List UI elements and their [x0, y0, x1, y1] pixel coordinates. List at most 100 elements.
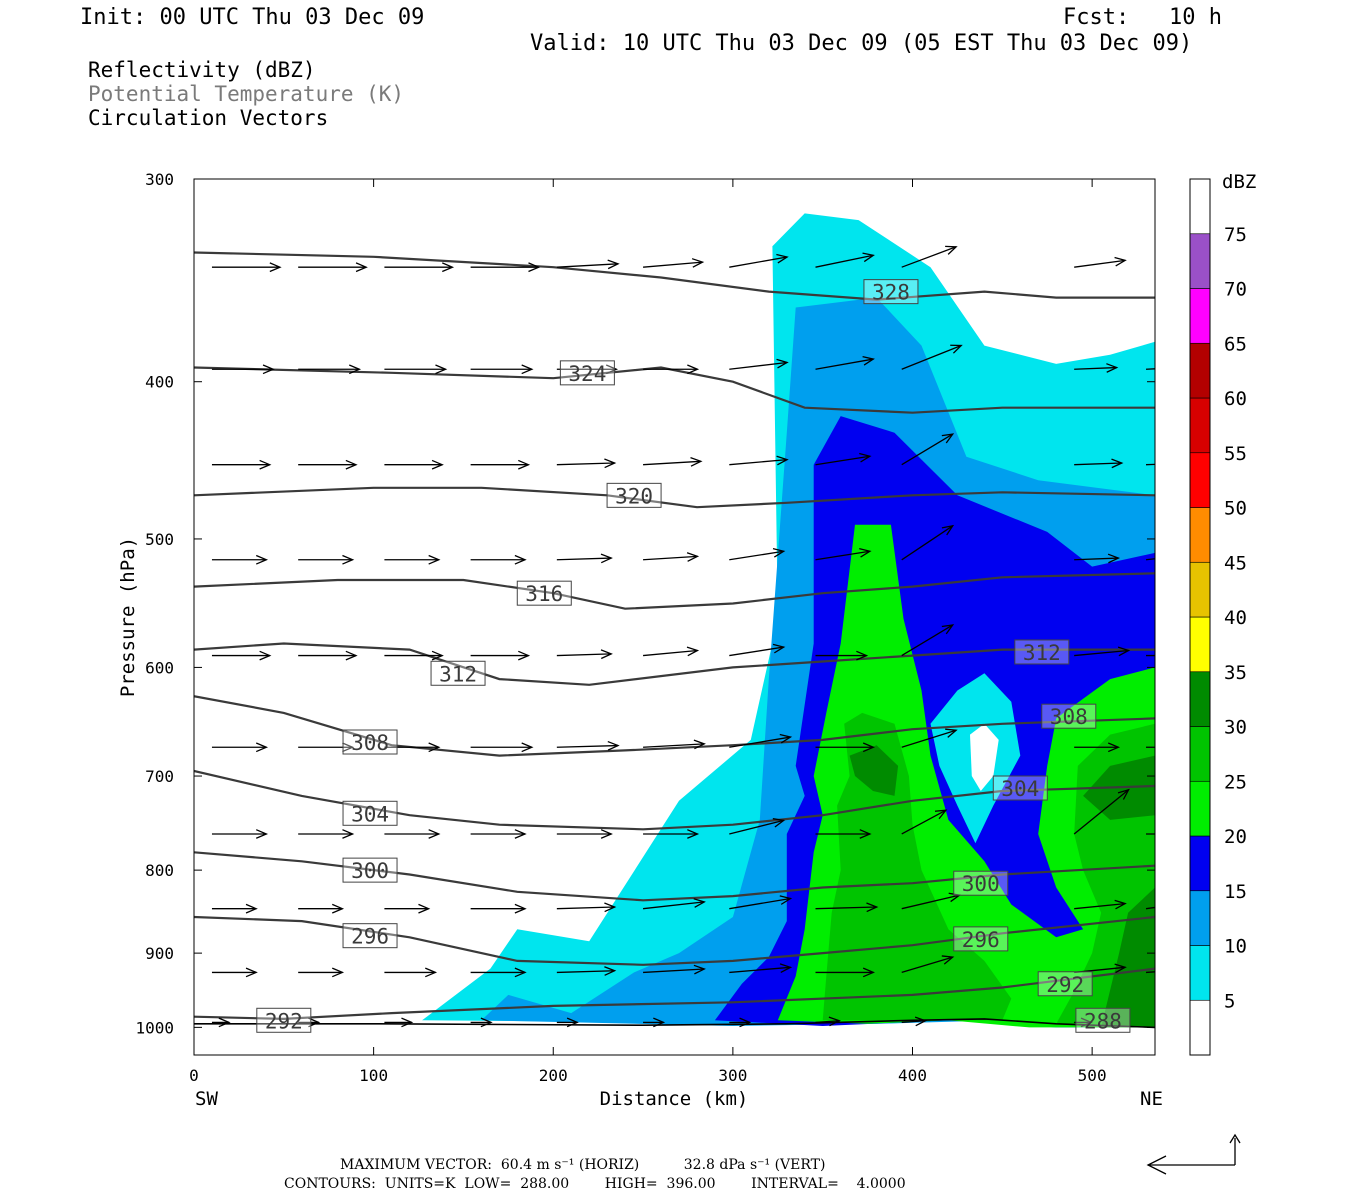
circulation-vector: [298, 459, 358, 470]
circulation-vector: [384, 903, 431, 914]
isentrope-label: 300: [962, 872, 1000, 896]
circulation-vector: [384, 554, 441, 565]
circulation-vector: [470, 554, 527, 565]
isentrope-308k: [194, 695, 1155, 757]
circulation-vector: [470, 364, 534, 375]
circulation-vector: [384, 650, 444, 661]
circulation-vector: [470, 262, 541, 273]
circulation-vector: [729, 895, 793, 910]
colorbar-segment: [1189, 616, 1211, 673]
colorbar-segment: [1189, 561, 1211, 618]
circulation-vector: [815, 967, 875, 978]
y-tick-label: 900: [145, 944, 174, 963]
circulation-vector: [901, 245, 958, 268]
circulation-vector: [1146, 746, 1155, 748]
y-tick-label: 600: [145, 658, 174, 677]
circulation-vector: [556, 553, 613, 564]
plot-frame: [193, 178, 1156, 1056]
circulation-vector: [556, 649, 613, 660]
circulation-vector: [298, 364, 362, 375]
circulation-vector: [470, 742, 534, 753]
x-tick-label: 400: [898, 1066, 927, 1085]
circulation-vector: [901, 624, 955, 657]
isentrope-label-box: [1037, 971, 1093, 997]
isentrope-label: 312: [1023, 641, 1061, 665]
circulation-vector: [1074, 1017, 1093, 1028]
circulation-vector: [211, 459, 272, 470]
isentrope-label-box: [342, 923, 398, 949]
colorbar-segment: [1189, 507, 1211, 563]
circulation-vector: [211, 364, 275, 375]
circulation-vector: [298, 262, 368, 273]
isentrope-label: 296: [351, 925, 389, 949]
x-end-label-left: SW: [195, 1088, 218, 1110]
colorbar-segment: [1189, 397, 1211, 454]
circulation-vector: [384, 742, 441, 753]
circulation-vector: [470, 1017, 493, 1028]
isentrope-324k: [194, 366, 1155, 414]
colorbar-segment: [1189, 945, 1211, 1001]
circulation-vector: [729, 547, 786, 561]
colorbar-label: 65: [1224, 333, 1247, 355]
circulation-vector: [384, 1017, 414, 1028]
isentrope-label-box: [342, 729, 398, 755]
isentrope-328k: [194, 251, 1155, 301]
colorbar-label: 40: [1224, 607, 1247, 629]
circulation-vector: [1145, 558, 1155, 561]
circulation-vector: [298, 829, 355, 839]
circulation-vector: [1074, 899, 1127, 910]
circulation-vector: [815, 547, 872, 561]
colorbar-label: 15: [1224, 881, 1247, 903]
circulation-vector: [211, 742, 269, 753]
circulation-vector: [729, 733, 793, 748]
circulation-vector: [211, 829, 269, 839]
circulation-vector: [729, 358, 789, 370]
circulation-vector: [470, 650, 531, 661]
circulation-vector: [729, 1017, 752, 1028]
circulation-vector: [298, 650, 358, 661]
isentrope-label: 304: [1001, 777, 1039, 801]
colorbar-segment: [1189, 671, 1211, 727]
circulation-vector: [1074, 363, 1119, 373]
isentrope-label: 324: [568, 362, 606, 386]
isentrope-292k: [194, 967, 1155, 1021]
isentrope-label-box: [606, 482, 662, 508]
circulation-vector: [901, 809, 948, 835]
colorbar-segment: [1189, 835, 1211, 892]
isentrope-label-box: [559, 360, 615, 386]
circulation-vector: [901, 433, 955, 466]
circulation-vector: [1073, 788, 1130, 835]
isentrope-label-box: [430, 660, 486, 686]
colorbar-label: 75: [1224, 224, 1247, 246]
circulation-vector: [211, 554, 269, 565]
isentrope-label-box: [953, 926, 1009, 952]
isentrope-label-box: [1041, 703, 1097, 729]
circulation-vector: [1074, 553, 1121, 564]
circulation-vector: [298, 967, 345, 978]
circulation-vector: [901, 524, 955, 561]
colorbar-label: 55: [1224, 443, 1247, 465]
circulation-vector: [643, 739, 706, 750]
circulation-vector: [1074, 646, 1131, 657]
colorbar-segment: [1189, 452, 1211, 508]
circulation-vector: [384, 459, 444, 470]
circulation-vector: [1146, 654, 1155, 657]
circulation-vector: [901, 728, 958, 748]
x-tick-label: 500: [1078, 1066, 1107, 1085]
circulation-vector: [729, 963, 793, 974]
circulation-vector: [384, 262, 455, 273]
y-tick-label: 700: [145, 767, 174, 786]
colorbar-segment: [1189, 726, 1211, 782]
isentrope-label-box: [953, 870, 1009, 896]
circulation-vector: [556, 1017, 579, 1028]
circulation-vector: [815, 902, 879, 913]
isentrope-label: 312: [439, 662, 477, 686]
y-tick-label: 500: [145, 530, 174, 549]
circulation-vector: [1074, 742, 1121, 753]
reflectivity-region-30dbz: [849, 745, 899, 796]
circulation-vector: [1074, 458, 1124, 469]
circulation-vector: [556, 902, 617, 913]
isentrope-label: 308: [351, 731, 389, 755]
circulation-vector: [901, 1016, 928, 1027]
circulation-vector: [1145, 368, 1155, 370]
